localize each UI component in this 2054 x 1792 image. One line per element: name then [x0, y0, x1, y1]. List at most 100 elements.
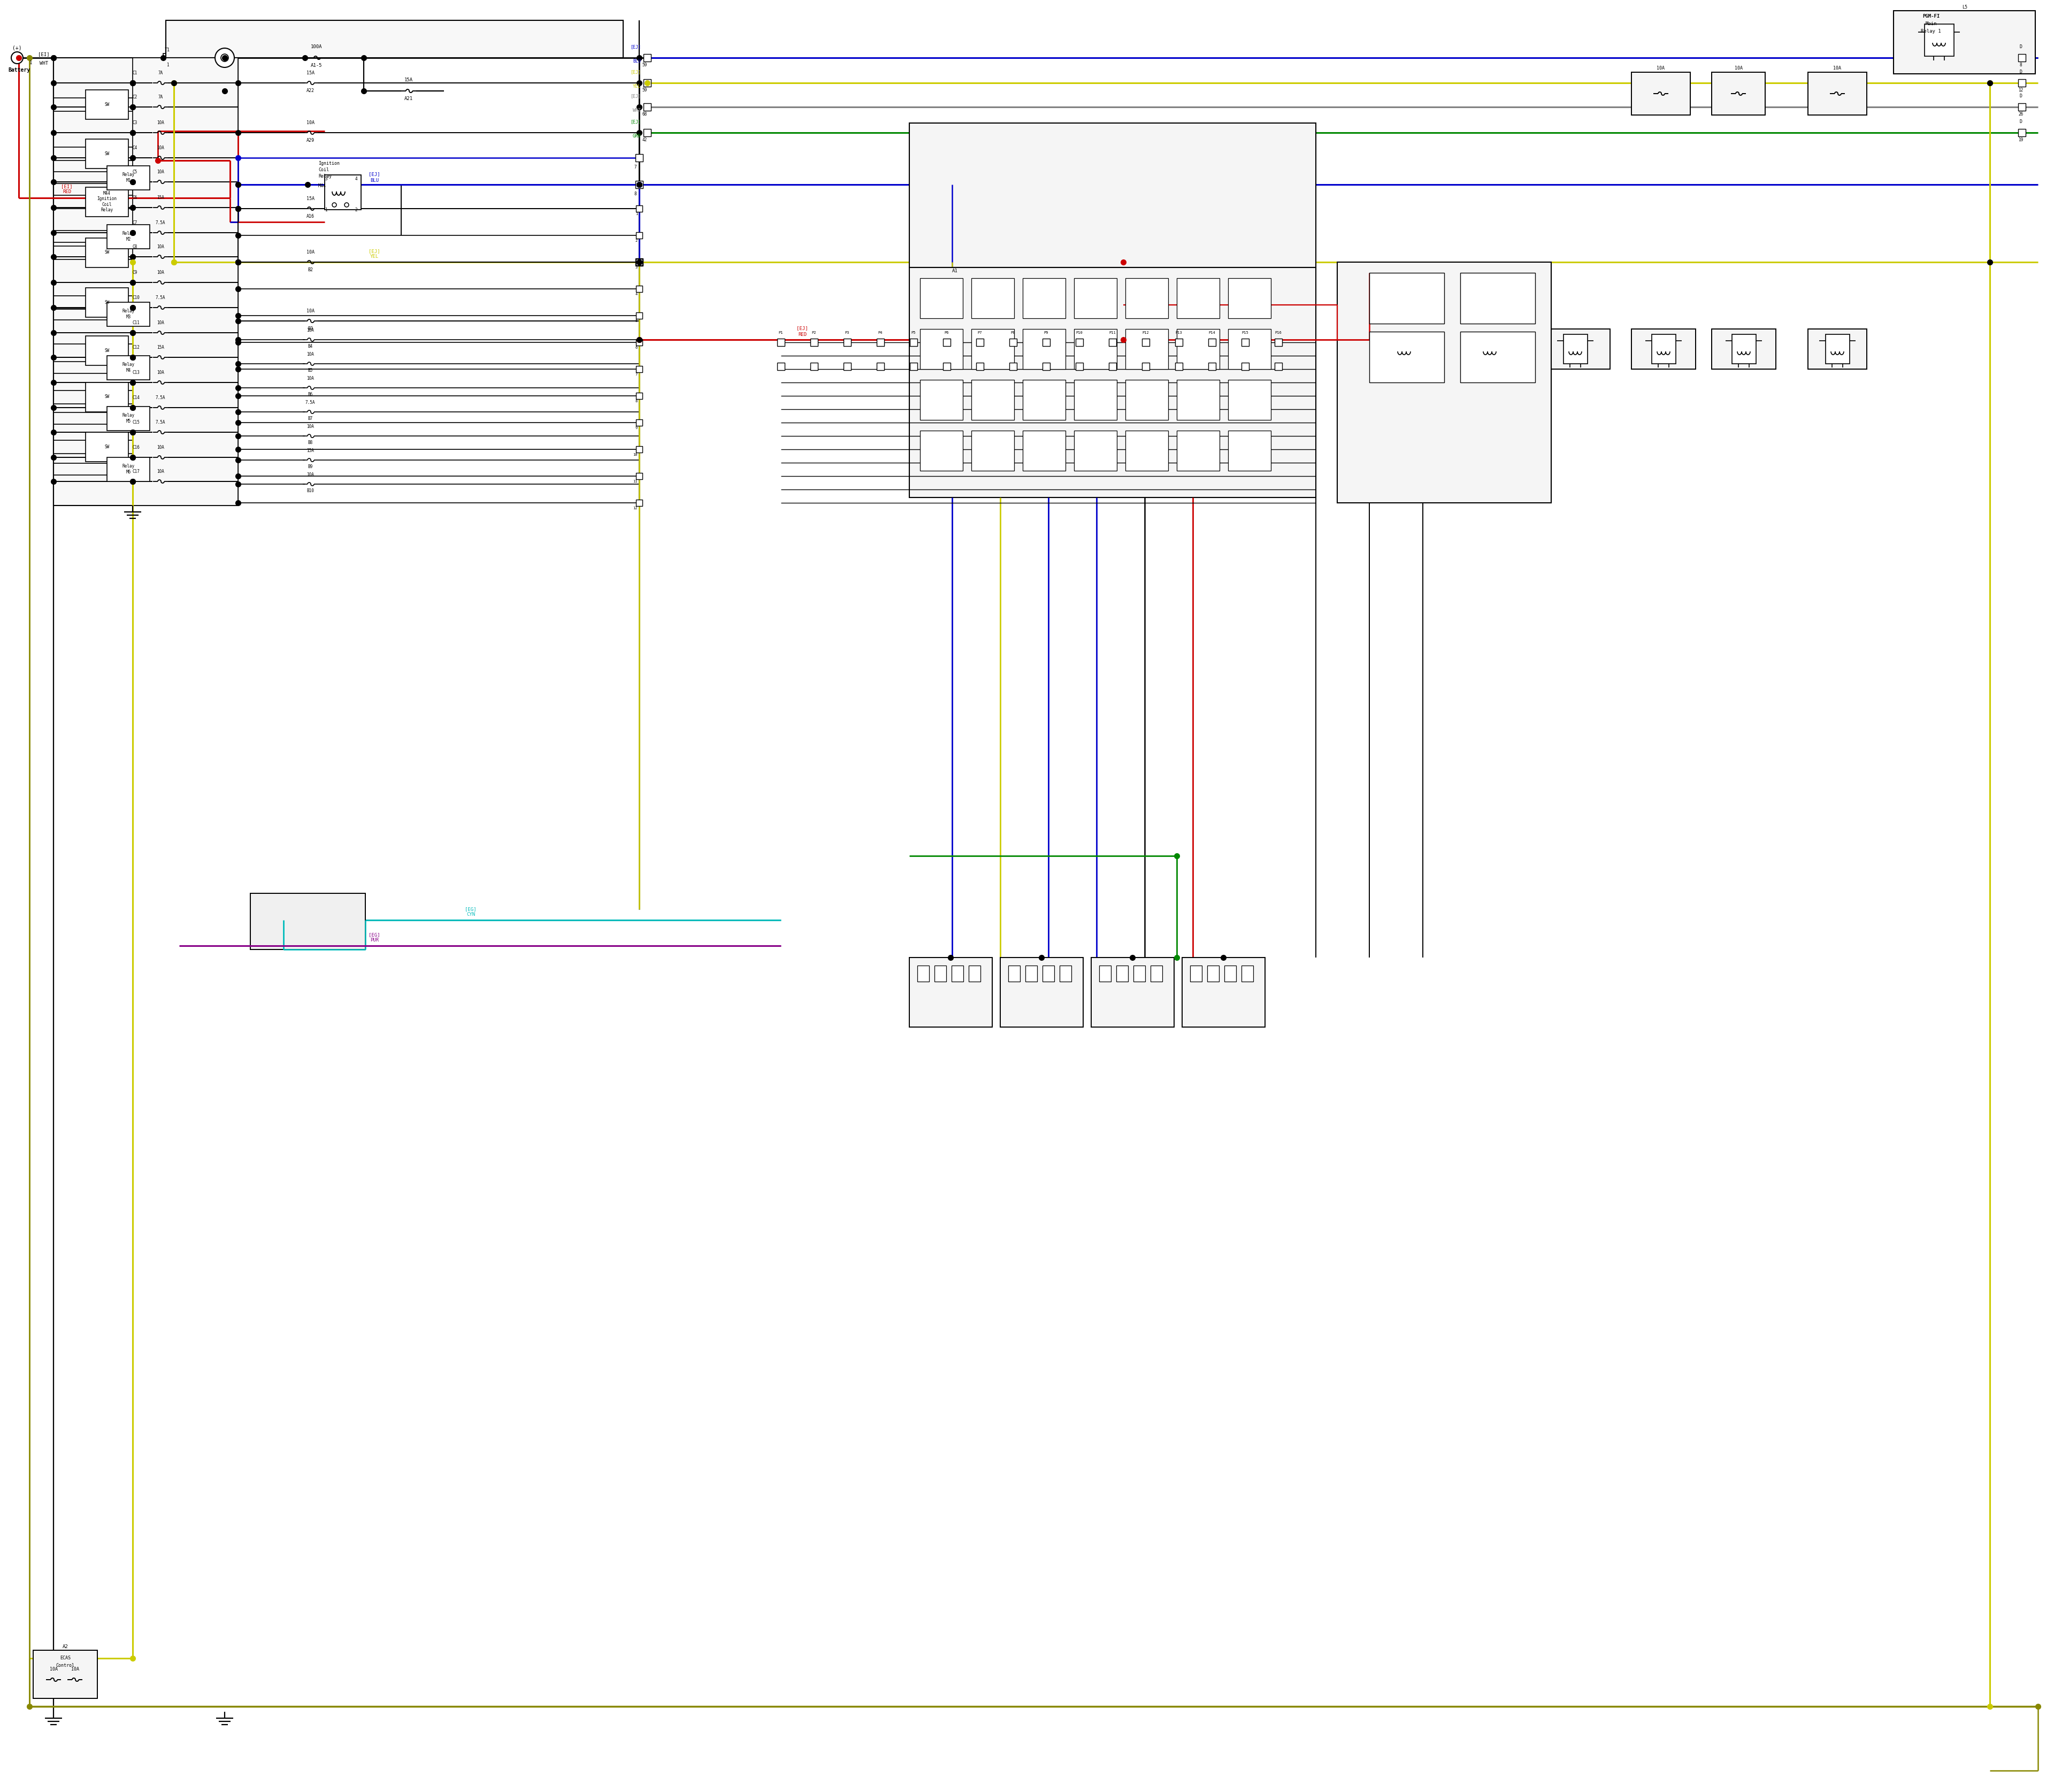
Bar — [1142, 339, 1150, 346]
Bar — [1099, 966, 1111, 982]
Bar — [166, 20, 622, 57]
Text: A21: A21 — [405, 97, 413, 100]
Text: C12: C12 — [134, 346, 140, 349]
Text: [EI]: [EI] — [62, 185, 72, 188]
Bar — [1460, 332, 1534, 382]
Text: 59: 59 — [643, 88, 647, 93]
Bar — [910, 957, 992, 1027]
Text: D: D — [2019, 70, 2023, 73]
Circle shape — [222, 54, 228, 61]
Bar — [1175, 339, 1183, 346]
Bar — [86, 432, 127, 462]
Text: 3: 3 — [635, 265, 637, 269]
Text: 10: 10 — [633, 453, 637, 457]
Text: SW: SW — [105, 394, 109, 400]
Text: 9: 9 — [635, 426, 637, 430]
Text: Battery: Battery — [8, 68, 31, 73]
Text: 10A: 10A — [156, 170, 164, 174]
Bar — [877, 362, 883, 371]
Text: P12: P12 — [1142, 332, 1148, 335]
Text: B8: B8 — [308, 441, 312, 444]
Bar — [635, 258, 643, 265]
Text: 10A: 10A — [1734, 66, 1742, 70]
Text: 42: 42 — [643, 138, 647, 142]
Bar — [1177, 380, 1220, 419]
Bar — [969, 966, 980, 982]
Bar — [877, 339, 883, 346]
Text: CYN: CYN — [466, 912, 474, 918]
Text: [EI]: [EI] — [39, 52, 49, 57]
Bar — [1228, 330, 1271, 369]
Bar — [1177, 430, 1220, 471]
Text: Relay
M5: Relay M5 — [121, 414, 136, 423]
Text: C17: C17 — [134, 470, 140, 473]
Text: Coil: Coil — [318, 167, 329, 172]
Text: YEL: YEL — [633, 84, 641, 90]
Text: 15A: 15A — [306, 197, 314, 201]
Bar — [1826, 335, 1851, 364]
Text: B3: B3 — [308, 326, 312, 332]
Text: 4: 4 — [635, 292, 637, 296]
Bar — [1009, 966, 1021, 982]
Text: P15: P15 — [1243, 332, 1249, 335]
Text: 3: 3 — [325, 177, 327, 181]
Text: B9: B9 — [308, 464, 312, 470]
Text: 10A: 10A — [72, 1667, 78, 1672]
Text: 7A: 7A — [158, 95, 162, 100]
Bar — [1043, 339, 1050, 346]
Bar — [1000, 957, 1082, 1027]
Text: B6: B6 — [308, 392, 312, 396]
Text: SW: SW — [105, 151, 109, 156]
Text: [EJ]: [EJ] — [631, 70, 641, 73]
Bar — [2019, 79, 2025, 86]
Bar — [1043, 966, 1054, 982]
Text: RED: RED — [62, 190, 72, 194]
Text: B10: B10 — [306, 489, 314, 493]
Bar — [910, 124, 1317, 267]
Bar — [637, 285, 643, 292]
Text: 12: 12 — [633, 507, 637, 509]
Text: 2: 2 — [635, 238, 637, 242]
Text: P2: P2 — [811, 332, 815, 335]
Bar — [1126, 380, 1169, 419]
Text: 10A: 10A — [306, 249, 314, 254]
Text: P11: P11 — [1109, 332, 1115, 335]
Bar — [635, 181, 643, 188]
Text: A16: A16 — [306, 213, 314, 219]
Bar — [1023, 330, 1066, 369]
Text: 7: 7 — [635, 165, 637, 170]
Text: C6: C6 — [134, 195, 138, 201]
Text: C1: C1 — [134, 70, 138, 75]
Text: 1: 1 — [635, 213, 637, 215]
Text: 10A: 10A — [306, 308, 314, 314]
Bar — [637, 392, 643, 400]
Text: D: D — [2019, 93, 2023, 99]
Bar — [1115, 966, 1128, 982]
Bar — [637, 446, 643, 453]
Bar — [86, 238, 127, 267]
Text: P1: P1 — [778, 332, 783, 335]
Bar — [1224, 966, 1237, 982]
Text: [EJ]: [EJ] — [631, 120, 641, 124]
Bar — [1023, 380, 1066, 419]
Text: Main: Main — [1925, 22, 1937, 27]
Text: C8: C8 — [134, 244, 138, 249]
Text: B4: B4 — [308, 344, 312, 349]
Bar — [107, 407, 150, 430]
Bar — [1208, 362, 1216, 371]
Bar — [1276, 362, 1282, 371]
Text: 5: 5 — [635, 319, 637, 323]
Circle shape — [333, 202, 337, 208]
Text: RED: RED — [799, 332, 807, 337]
Bar — [910, 362, 918, 371]
Bar — [107, 303, 150, 326]
Bar — [1711, 72, 1764, 115]
Bar — [943, 339, 951, 346]
Bar — [134, 57, 238, 505]
Bar — [1228, 380, 1271, 419]
Text: Relay 1: Relay 1 — [1920, 29, 1941, 34]
Bar — [637, 312, 643, 319]
Bar — [910, 339, 918, 346]
Bar — [107, 457, 150, 482]
Text: M44: M44 — [318, 185, 327, 188]
